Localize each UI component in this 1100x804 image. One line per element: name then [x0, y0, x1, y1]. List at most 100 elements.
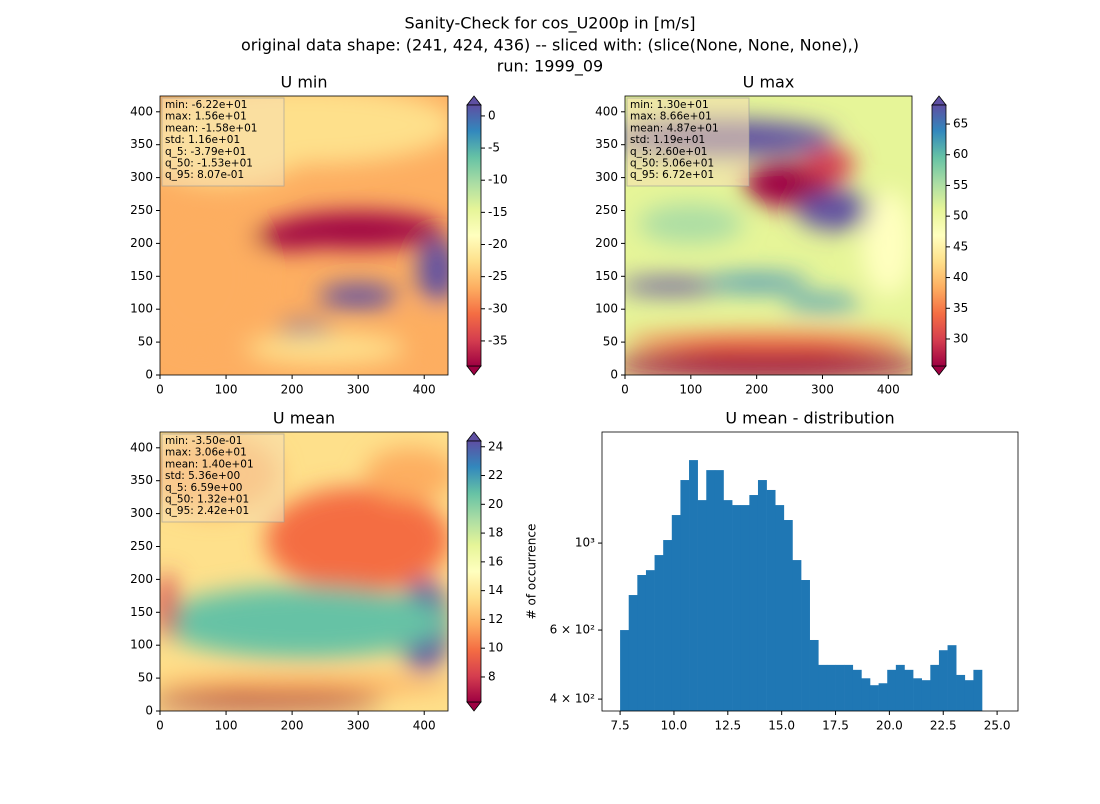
colorbar-body: [466, 440, 482, 703]
x-tick-label: 400: [413, 719, 436, 733]
y-tick-label: 250: [595, 203, 618, 217]
stats-line: mean: -1.58e+01: [165, 122, 257, 134]
colorbar-tick-label: 0: [488, 108, 496, 122]
y-tick-label: 250: [130, 203, 153, 217]
colorbar-body: [466, 104, 482, 367]
bar: [723, 500, 733, 711]
x-tick-label: 12.5: [714, 719, 741, 733]
field-blob: [364, 447, 448, 501]
x-tick-label: 22.5: [930, 719, 957, 733]
bar: [844, 664, 854, 711]
stats-line: std: 5.36e+00: [165, 470, 240, 482]
colorbar-tick-label: -5: [488, 141, 500, 155]
y-tick-label: 200: [130, 236, 153, 250]
field-blob: [245, 332, 405, 366]
x-tick-label: 200: [745, 383, 768, 397]
field-blob: [625, 350, 912, 375]
field-blob: [861, 190, 912, 297]
colorbar: 8 10 12 14 16 18 20 22 24: [466, 431, 503, 712]
stats-line: q_95: 2.42e+01: [165, 505, 249, 517]
bar: [878, 683, 888, 711]
stats-line: max: 3.06e+01: [165, 447, 247, 459]
field-blob: [417, 236, 448, 303]
bar: [697, 500, 707, 711]
stats-line: q_95: 8.07e-01: [165, 169, 244, 181]
x-tick-label: 10.0: [661, 719, 688, 733]
colorbar-tick-label: -20: [488, 237, 508, 251]
bar: [921, 680, 931, 711]
y-tick-label: 100: [595, 302, 618, 316]
axes-title: U mean - distribution: [725, 409, 894, 428]
x-tick-label: 300: [347, 719, 370, 733]
colorbar-tick-label: 10: [488, 641, 503, 655]
y-tick-label: 300: [595, 170, 618, 184]
field-blob: [160, 585, 448, 659]
x-tick-label: 7.5: [611, 719, 630, 733]
x-tick-label: 400: [877, 383, 900, 397]
y-tick-label: 4 × 10²: [550, 692, 596, 706]
field-blob: [318, 284, 398, 308]
figure-subtitle: run: 1999_09: [497, 57, 603, 77]
axes-title: U max: [743, 73, 795, 92]
x-tick-label: 200: [281, 383, 304, 397]
bar: [956, 674, 966, 711]
stats-line: min: -3.50e-01: [165, 435, 242, 447]
x-tick-label: 300: [347, 383, 370, 397]
colorbar-tick-label: 8: [488, 669, 496, 683]
colorbar-tick-label: 12: [488, 612, 503, 626]
y-tick-label: 50: [603, 335, 618, 349]
y-tick-label: 150: [130, 269, 153, 283]
field-blob: [160, 572, 177, 639]
bar: [689, 460, 698, 711]
field-blob: [782, 296, 862, 310]
bar: [809, 639, 819, 711]
bar: [732, 505, 742, 711]
bar: [938, 650, 948, 711]
y-tick-label: 10³: [575, 536, 595, 550]
y-tick-label: 350: [595, 137, 618, 151]
x-tick-label: 25.0: [984, 719, 1011, 733]
bar: [930, 664, 940, 711]
bar: [852, 669, 862, 711]
x-tick-label: 100: [215, 719, 238, 733]
bar: [783, 520, 793, 711]
colorbar: 30 35 40 45 50 55 60 65: [931, 95, 968, 376]
colorbar-tick-label: -10: [488, 173, 508, 187]
bar: [766, 489, 776, 711]
bar: [973, 669, 983, 711]
axes-frame: [624, 95, 913, 376]
y-tick-label: 200: [130, 572, 153, 586]
bar: [869, 685, 879, 711]
colorbar-tick-label: 14: [488, 583, 503, 597]
axes-frame: [159, 431, 449, 712]
field-blob: [796, 190, 876, 231]
field-blob: [625, 332, 912, 352]
colorbar-tick-label: 55: [953, 178, 968, 192]
bar: [792, 560, 802, 711]
bar: [775, 505, 785, 711]
colorbar-tick-label: 40: [953, 270, 968, 284]
bar: [826, 664, 836, 711]
field-blob: [638, 203, 744, 244]
bar: [645, 570, 655, 711]
colorbar-tick-label: -35: [488, 333, 508, 347]
bar: [947, 645, 957, 711]
bar: [904, 669, 914, 711]
bar: [740, 505, 750, 711]
bar: [620, 630, 630, 711]
stats-line: min: 1.30e+01: [630, 99, 709, 111]
histogram-panel: U mean - distribution # of occurrence 7.5 1…: [525, 409, 1019, 733]
colorbar-tick-label: 24: [488, 439, 503, 453]
x-tick-label: 400: [413, 383, 436, 397]
stats-line: q_5: -3.79e+01: [165, 146, 246, 158]
bar: [714, 470, 724, 711]
x-tick-label: 0: [156, 719, 164, 733]
bar: [861, 678, 871, 711]
y-tick-label: 350: [130, 137, 153, 151]
field-blob: [278, 322, 332, 336]
colorbar-tick-label: -15: [488, 205, 508, 219]
stats-line: min: -6.22e+01: [165, 99, 247, 111]
